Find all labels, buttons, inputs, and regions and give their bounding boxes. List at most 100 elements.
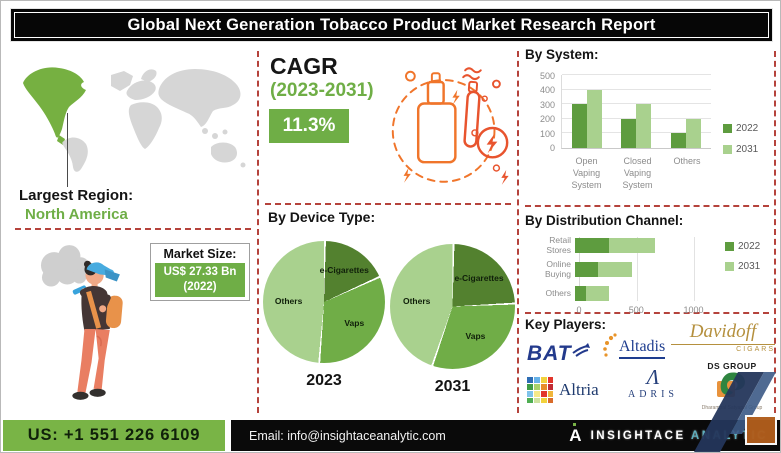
altadis-logo-text: Altadis — [619, 339, 666, 359]
category-label: Others — [673, 156, 701, 166]
pie-disc-2023: e-Cigarettes Vaps Others — [263, 241, 385, 363]
category-label: Open Vaping System — [571, 156, 602, 191]
legend: 2022 2031 — [725, 241, 760, 272]
legend-item: 2031 — [723, 144, 758, 155]
adris-logo: Λ ADRIS — [625, 365, 681, 401]
divider-horizontal-left — [15, 228, 251, 230]
bar-2022 — [621, 118, 637, 148]
brand-lockup: A INSIGHTACE ANALYTIC — [569, 423, 768, 445]
adris-mark-icon: Λ — [646, 365, 660, 389]
bar-group-1 — [571, 75, 602, 148]
gridline — [636, 237, 638, 301]
y-tick-label: 400 — [539, 85, 555, 96]
chart-row: Retail Stores — [525, 235, 707, 255]
ds-group-mark-icon — [717, 372, 745, 397]
cagr-value-badge: 11.3% — [269, 109, 349, 143]
by-system-heading: By System: — [525, 47, 599, 62]
segment-2022 — [575, 237, 610, 253]
category-label: Others — [545, 288, 571, 298]
divider-horizontal-middle — [265, 203, 511, 205]
y-tick-label: 200 — [539, 114, 555, 125]
x-axis-labels: Open Vaping System Closed Vaping System Others — [561, 155, 711, 191]
distribution-heading: By Distribution Channel: — [525, 213, 684, 228]
divider-vertical-3 — [774, 51, 776, 413]
vape-devices-icon — [383, 53, 515, 201]
chart-row: Online Buying — [525, 259, 707, 279]
largest-region-value: North America — [25, 206, 128, 223]
map-pointer-line — [67, 113, 68, 187]
altria-logo-text: Altria — [559, 380, 599, 399]
email-banner: Email: info@insightaceanalytic.com A INS… — [231, 420, 780, 451]
key-players-section: Key Players: BAT Altadis Davidoff CIGARS — [525, 317, 777, 417]
davidoff-cigars-text: CIGARS — [736, 346, 775, 353]
x-tick-label: 500 — [628, 305, 644, 315]
davidoff-logo: Davidoff CIGARS — [671, 321, 775, 353]
legend: 2022 2031 — [723, 123, 758, 155]
segment-2031 — [609, 237, 656, 253]
largest-region-label: Largest Region: — [19, 187, 134, 204]
gridline — [693, 237, 695, 301]
legend-swatch — [725, 242, 734, 251]
bar-track — [575, 285, 701, 301]
world-map-icon — [15, 55, 249, 173]
legend-label: 2022 — [738, 241, 761, 252]
pie-year-2031: 2031 — [434, 378, 471, 395]
gridline — [562, 103, 711, 105]
market-size-year: (2022) — [183, 280, 217, 293]
segment-2022 — [575, 261, 598, 277]
category-label: Retail Stores — [546, 235, 571, 255]
title-bar: Global Next Generation Tobacco Product M… — [10, 8, 773, 42]
divider-horizontal-right-1 — [525, 205, 769, 207]
altadis-dots-icon — [603, 333, 617, 357]
x-tick-label: 0 — [576, 305, 582, 315]
y-tick-label: 500 — [539, 71, 555, 81]
legend-label: 2022 — [736, 123, 759, 134]
bar-group-3 — [671, 75, 702, 148]
ds-group-caption: Dharampal Satyapal Group — [701, 405, 763, 411]
pie-year-2023: 2023 — [306, 372, 342, 389]
brand-part-2: ANALYTIC — [690, 429, 768, 442]
legend-item: 2031 — [725, 261, 760, 272]
segment-2022 — [575, 285, 587, 301]
market-size-card: Market Size: US$ 27.33 Bn (2022) — [150, 243, 250, 301]
insightace-logo-icon: A — [569, 423, 582, 445]
y-tick-label: 300 — [539, 99, 555, 110]
page-title: Global Next Generation Tobacco Product M… — [127, 15, 656, 34]
cagr-period: (2023-2031) — [270, 80, 374, 101]
market-size-amount: US$ 27.33 Bn — [163, 266, 237, 278]
altria-logo: Altria — [527, 377, 599, 403]
y-tick-label: 100 — [539, 128, 555, 139]
pie-slice-label: Others — [402, 295, 431, 306]
pie-slice-label: Vaps — [344, 317, 365, 328]
bar-track — [575, 261, 701, 277]
adris-logo-text: ADRIS — [627, 389, 678, 400]
phone-banner: US: +1 551 226 6109 — [3, 420, 225, 451]
legend-label: 2031 — [736, 144, 759, 155]
x-axis: 0 500 1000 — [576, 305, 705, 317]
legend-item: 2022 — [725, 241, 760, 252]
gridline — [562, 88, 711, 90]
category-label: Closed Vaping System — [622, 156, 653, 191]
y-axis: 500 400 300 200 100 0 — [527, 71, 555, 153]
bat-logo-text: BAT — [527, 342, 572, 365]
davidoff-logo-text: Davidoff — [671, 321, 775, 345]
segment-2031 — [597, 261, 633, 277]
pie-chart-2023: e-Cigarettes Vaps Others 2023 — [263, 241, 385, 390]
divider-vertical-2 — [517, 51, 519, 413]
legend-swatch — [723, 145, 732, 154]
divider-vertical-1 — [257, 51, 259, 413]
x-tick-label: 1000 — [683, 305, 704, 315]
cagr-label: CAGR — [270, 53, 338, 79]
device-type-heading: By Device Type: — [268, 209, 376, 225]
by-system-chart: By System: 500 400 300 200 100 0 Open Vaping Sy… — [525, 47, 773, 203]
pie-chart-2031: e-Cigarettes Vaps Others 2031 — [390, 244, 515, 396]
market-size-value: US$ 27.33 Bn (2022) — [155, 263, 245, 297]
ds-group-logo: DS GROUP Dharampal Satyapal Group — [697, 361, 767, 411]
brand-part-1: INSIGHTACE — [590, 429, 691, 442]
key-players-heading: Key Players: — [525, 317, 607, 332]
bat-swoosh-icon — [572, 343, 590, 357]
bar-track — [575, 237, 701, 253]
altadis-logo: Altadis — [603, 333, 666, 359]
segment-2031 — [586, 285, 610, 301]
